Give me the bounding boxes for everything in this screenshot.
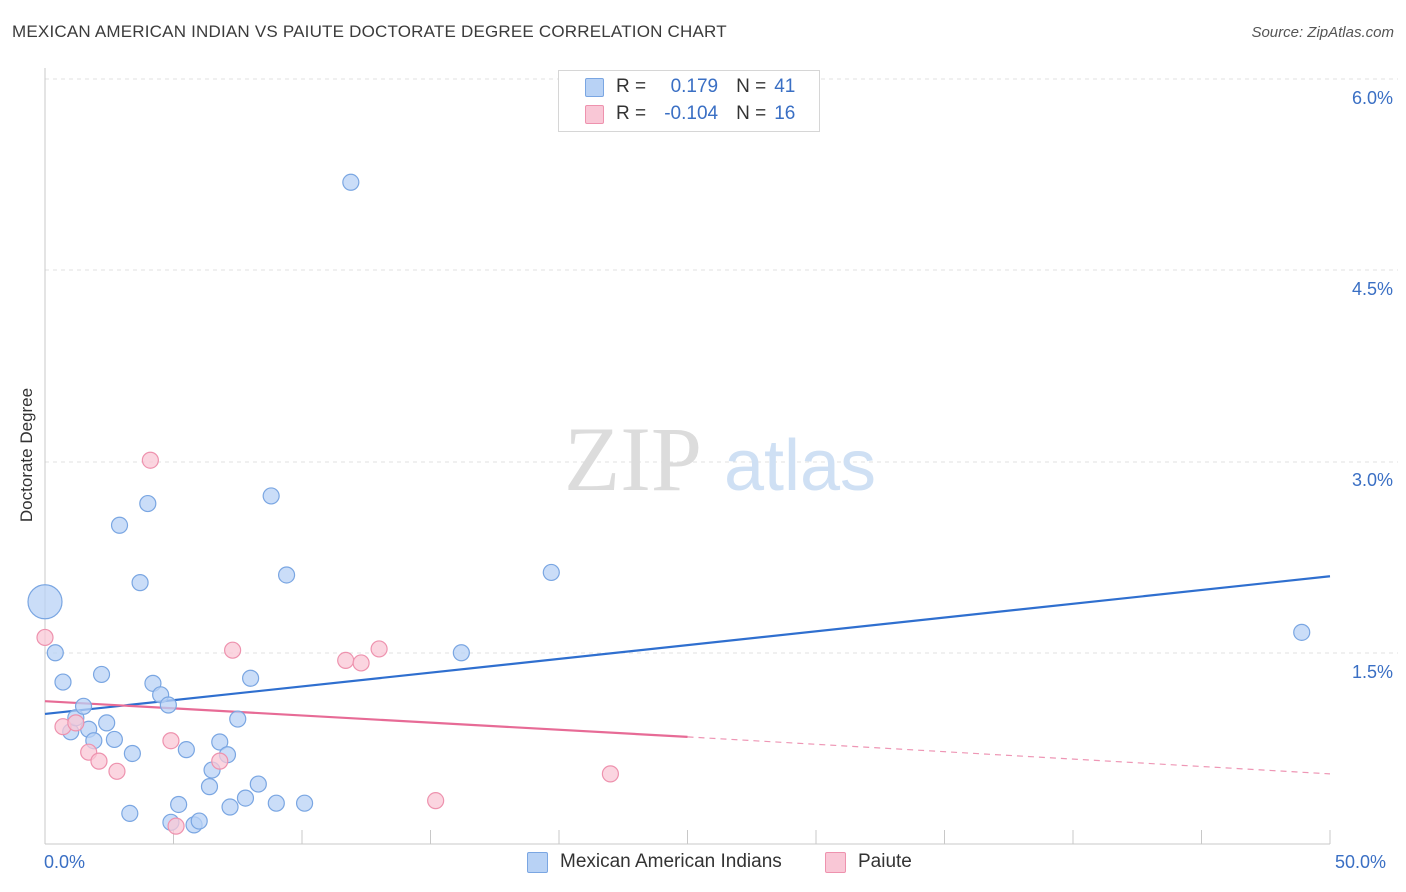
data-point-paiute [370, 640, 388, 658]
data-point-mexican-american-indians [139, 494, 157, 513]
data-point-mexican-american-indians [229, 710, 247, 728]
axes [44, 68, 1331, 845]
legend-n-value: 41 [774, 76, 796, 97]
legend-r-label: R = [616, 76, 647, 97]
data-point-paiute [67, 714, 85, 732]
data-point-paiute [108, 762, 126, 780]
data-point-mexican-american-indians [221, 798, 239, 816]
legend-n-value: 16 [774, 103, 796, 124]
legend-row-mexican-american-indians: R = 0.179 N = 41 [559, 74, 795, 100]
legend-r-label: R = [616, 103, 647, 124]
data-point-mexican-american-indians [177, 741, 195, 759]
trend-lines [44, 575, 1331, 775]
y-tick-label: 1.5% [1352, 662, 1393, 682]
data-point-mexican-american-indians [277, 566, 296, 584]
data-point-paiute [337, 651, 355, 670]
data-point-mexican-american-indians [1293, 623, 1311, 641]
legend-label: Mexican American Indians [560, 851, 782, 872]
data-point-mexican-american-indians [200, 778, 219, 796]
data-point-mexican-american-indians [92, 665, 111, 684]
watermark-atlas: atlas [724, 426, 876, 506]
legend-item-paiute: Paiute [825, 851, 912, 873]
data-point-mexican-american-indians [262, 487, 280, 505]
trend-line-mexican-american-indians [44, 575, 1331, 716]
data-point-mexican-american-indians [242, 669, 260, 687]
chart-title: MEXICAN AMERICAN INDIAN VS PAIUTE DOCTOR… [12, 22, 727, 41]
data-point-mexican-american-indians [249, 775, 267, 793]
y-tick-label: 4.5% [1352, 279, 1393, 299]
data-point-mexican-american-indians [123, 744, 141, 763]
legend-swatch-blue [527, 851, 548, 873]
data-point-mexican-american-indians [46, 644, 64, 662]
grid-lines [45, 78, 1398, 654]
trend-line-paiute [44, 700, 688, 738]
legend-n-label: N = [736, 103, 767, 124]
legend-item-mexican-american-indians: Mexican American Indians [527, 851, 782, 873]
legend-swatch-pink [825, 851, 846, 873]
data-point-mexican-american-indians [159, 696, 177, 714]
y-tick-labels: 1.5% 3.0% 4.5% 6.0% [1352, 88, 1393, 682]
source-label: Source: ZipAtlas.com [1251, 24, 1394, 41]
data-point-mexican-american-indians [74, 697, 93, 715]
data-point-mexican-american-indians [342, 173, 360, 191]
data-point-mexican-american-indians [267, 794, 285, 812]
data-point-mexican-american-indians [98, 714, 116, 732]
data-point-paiute [211, 752, 229, 770]
data-point-mexican-american-indians [211, 733, 229, 751]
legend-n-label: N = [736, 76, 767, 97]
data-point-mexican-american-indians [190, 812, 208, 830]
data-point-paiute [162, 732, 180, 750]
data-point-mexican-american-indians [27, 584, 63, 620]
data-point-paiute [427, 792, 445, 810]
data-point-paiute [352, 654, 370, 672]
data-point-mexican-american-indians [236, 789, 255, 807]
data-point-paiute [224, 641, 242, 659]
y-tick-label: 3.0% [1352, 470, 1393, 490]
legend-swatch-blue [585, 77, 604, 97]
trend-line-paiute-extension [687, 736, 1331, 775]
data-point-mexican-american-indians [105, 730, 123, 749]
x-tick-label-min: 0.0% [44, 852, 86, 872]
data-point-mexican-american-indians [131, 574, 149, 592]
data-point-paiute [141, 451, 159, 469]
data-point-paiute [36, 628, 54, 647]
data-point-paiute [167, 817, 185, 835]
data-point-mexican-american-indians [452, 644, 470, 662]
watermark: ZIP atlas [564, 408, 876, 510]
watermark-zip: ZIP [564, 408, 702, 510]
data-point-paiute [90, 752, 108, 770]
stats-legend: R = 0.179 N = 41 R = -0.104 N = 16 [558, 70, 820, 132]
legend-swatch-pink [585, 104, 604, 124]
data-point-mexican-american-indians [295, 794, 314, 812]
data-points [27, 173, 1311, 835]
data-point-mexican-american-indians [121, 804, 139, 823]
legend-label: Paiute [858, 851, 912, 872]
data-point-mexican-american-indians [54, 673, 72, 691]
data-point-mexican-american-indians [170, 795, 188, 814]
y-tick-label: 6.0% [1352, 88, 1393, 108]
data-point-mexican-american-indians [542, 563, 560, 582]
legend-r-value: -0.104 [664, 103, 719, 124]
data-point-mexican-american-indians [110, 516, 129, 534]
legend-row-paiute: R = -0.104 N = 16 [559, 101, 795, 127]
x-tick-label-max: 50.0% [1335, 852, 1387, 872]
legend-r-value: 0.179 [670, 76, 719, 97]
data-point-paiute [601, 765, 620, 783]
